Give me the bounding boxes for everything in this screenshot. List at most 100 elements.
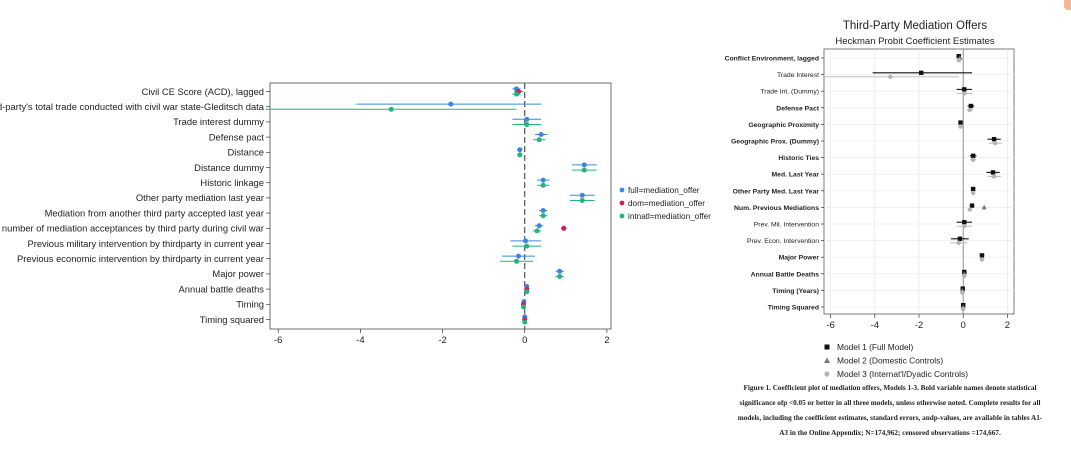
right-point-square [969,203,975,208]
left-point [581,162,587,168]
left-legend-label: intnatl=mediation_offer [628,212,711,221]
right-legend-marker-circle [824,371,830,377]
right-point-circle [960,307,966,312]
left-point [579,198,585,203]
figure-caption: Figure 1. Coefficient plot of mediation … [737,384,1043,437]
left-point [524,122,530,127]
left-point [540,208,546,213]
right-point-circle [979,257,985,262]
left-point [534,228,540,234]
left-legend-marker [619,187,625,193]
left-point [561,225,567,231]
left-point [536,223,542,229]
left-x-tick-label: 0 [522,335,527,346]
left-point [579,192,585,198]
right-category-label: Timing Squared [768,305,819,312]
right-point-circle [956,240,961,245]
left-category-label: Distance dummy [194,162,264,173]
right-legend-label: Model 2 (Domestic Controls) [837,356,943,366]
right-category-label: Num. Previous Mediations [734,205,819,212]
right-point-square [991,137,997,142]
right-point-square [968,103,974,109]
left-category-label: Previous military intervention by thirdp… [27,238,264,249]
left-point [514,91,520,97]
left-category-label: Total number of mediation acceptances by… [0,223,264,234]
right-point-circle [956,58,961,63]
right-x-tick-label: 2 [1005,320,1010,331]
left-category-label: Civil CE Score (ACD), lagged [142,86,264,97]
right-point-circle [970,190,976,196]
left-category-label: Ratio of third-party's total trade condu… [0,101,265,112]
right-category-label: Annual Battle Deaths [751,271,820,278]
right-chart-title: Third-Party Mediation Offers [843,20,987,32]
left-point [540,177,546,183]
right-category-label: Prev. Econ. Intervention [747,238,819,245]
left-point [514,258,520,264]
right-point-circle [962,224,967,229]
left-x-tick-label: -6 [274,335,282,346]
right-point-circle [960,290,965,295]
left-point [536,137,542,143]
right-point-circle [962,273,967,279]
left-point [524,289,530,295]
right-category-label: Trade Interest [777,72,819,79]
right-point-circle [967,107,973,113]
left-category-label: Trade interest dummy [173,116,264,127]
right-category-label: Med. Last Year [772,172,820,179]
left-point [523,238,529,244]
right-point-square [958,120,963,125]
right-category-label: Prev. Mil. Intervention [754,222,819,229]
left-point [557,274,563,279]
left-point [522,319,528,325]
right-category-label: Conflict Environment, lagged [725,56,819,63]
left-category-label: Distance [228,147,264,158]
right-point-triangle [981,204,987,210]
left-category-label: Timing [236,299,264,310]
left-point [581,167,587,173]
right-point-circle [991,174,997,179]
left-legend-label: dom=mediation_offer [628,199,705,208]
right-legend-label: Model 1 (Full Model) [837,342,914,352]
left-category-label: Defense pact [209,131,265,142]
right-point-circle [967,207,973,212]
left-plot-frame [269,82,612,330]
left-point [517,152,523,158]
left-point [524,116,530,122]
right-category-label: Defense Pact [776,105,819,112]
right-x-tick-label: -6 [826,320,834,331]
right-point-square [962,87,967,92]
corner-badge [1064,0,1071,10]
left-point [538,132,544,137]
right-point-square [990,170,996,175]
left-category-label: Other party mediation last year [136,192,264,203]
left-legend-marker [619,213,625,219]
right-category-label: Other Party Med. Last Year [733,188,820,195]
left-legend-label: full=mediation_offer [628,186,700,195]
left-point [540,213,546,219]
right-x-tick-label: -2 [915,320,923,331]
right-x-tick-label: 0 [961,320,966,331]
left-x-tick-label: 2 [604,335,609,346]
right-category-label: Trade Int. (Dummy) [760,89,819,96]
right-point-circle [993,141,998,146]
left-point [540,182,546,188]
left-point [557,268,563,274]
left-legend-marker [619,200,625,206]
left-x-tick-label: -4 [356,335,364,346]
right-category-label: Major Power [779,255,820,262]
left-point [520,304,526,310]
right-category-label: Timing (Years) [772,288,819,295]
right-chart-subtitle: Heckman Probit Coefficient Estimates [835,36,995,47]
right-legend-label: Model 3 (Internat'l/Dyadic Controls) [837,369,968,379]
left-category-label: Major power [212,268,264,279]
left-point [388,106,394,112]
right-point-square [956,54,961,59]
right-category-label: Geographic Prox. (Dummy) [731,139,819,146]
left-point [517,147,523,153]
right-point-square [970,186,976,192]
right-point-square [957,236,963,241]
right-category-label: Geographic Proximity [748,122,819,129]
right-point-circle [970,157,976,162]
